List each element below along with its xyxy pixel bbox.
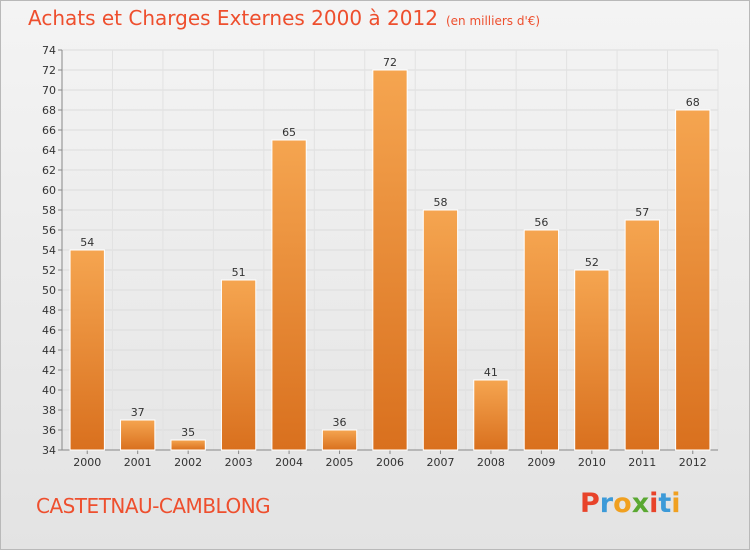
logo-letter: i: [649, 488, 659, 519]
x-tick-label: 2005: [326, 456, 354, 469]
value-label: 41: [484, 366, 498, 379]
logo-letter: P: [580, 488, 600, 519]
x-tick-label: 2002: [174, 456, 202, 469]
bar: [372, 69, 408, 451]
x-tick-label: 2004: [275, 456, 303, 469]
value-label: 68: [686, 96, 700, 109]
x-tick-label: 2012: [679, 456, 707, 469]
y-tick-label: 42: [42, 364, 56, 377]
bar: [675, 109, 711, 451]
bar: [170, 439, 206, 451]
x-tick-label: 2003: [225, 456, 253, 469]
x-tick-label: 2001: [124, 456, 152, 469]
bar: [69, 249, 105, 451]
x-tick-label: 2006: [376, 456, 404, 469]
y-tick-label: 74: [42, 44, 56, 57]
bar: [523, 229, 560, 451]
x-tick-label: 2009: [527, 456, 555, 469]
y-tick-label: 36: [42, 424, 56, 437]
chart-title-text: Achats et Charges Externes 2000 à 2012: [28, 6, 438, 30]
bar: [574, 269, 610, 451]
logo-letter: x: [631, 488, 650, 519]
value-label: 56: [534, 216, 548, 229]
y-tick-label: 72: [42, 64, 56, 77]
value-label: 54: [80, 236, 94, 249]
town-name: CASTETNAU-CAMBLONG: [36, 494, 271, 518]
y-tick-label: 56: [42, 224, 56, 237]
y-tick-label: 44: [42, 344, 56, 357]
bars: [69, 69, 711, 451]
labels: 54 37 35 51 65 36 72 58 41 56 52 57 68: [80, 56, 700, 439]
value-label: 36: [333, 416, 347, 429]
y-tick-label: 48: [42, 304, 56, 317]
y-tick-label: 40: [42, 384, 56, 397]
y-tick-label: 66: [42, 124, 56, 137]
x-tick-label: 2011: [628, 456, 656, 469]
value-label: 57: [635, 206, 649, 219]
bar: [271, 139, 307, 451]
value-label: 52: [585, 256, 599, 269]
chart-subtitle: (en milliers d'€): [445, 14, 541, 28]
chart-title: Achats et Charges Externes 2000 à 2012 (e…: [28, 6, 540, 30]
value-label: 51: [232, 266, 246, 279]
x-tick-label: 2000: [73, 456, 101, 469]
y-tick-label: 52: [42, 264, 56, 277]
y-tick-label: 60: [42, 184, 56, 197]
y-tick-label: 64: [42, 144, 56, 157]
bar: [473, 379, 509, 451]
logo-letter: o: [613, 488, 632, 519]
x-tick-label: 2010: [578, 456, 606, 469]
bar: [422, 209, 459, 451]
value-label: 72: [383, 56, 397, 69]
y-tick-label: 68: [42, 104, 56, 117]
bar: [220, 279, 257, 451]
x-tick-label: 2008: [477, 456, 505, 469]
y-tick-label: 58: [42, 204, 56, 217]
logo-letter: r: [599, 488, 614, 519]
value-label: 37: [131, 406, 145, 419]
y-tick-label: 50: [42, 284, 56, 297]
y-tick-label: 70: [42, 84, 56, 97]
bar: [120, 419, 156, 451]
value-label: 58: [433, 196, 447, 209]
bar: [321, 429, 358, 451]
value-label: 35: [181, 426, 195, 439]
axes: 34 36 38 40 42 44 46 48 50 52 54 56 58 60 62 64 66 68 70 72…: [42, 44, 718, 469]
y-tick-label: 38: [42, 404, 56, 417]
logo-letter: t: [658, 488, 672, 519]
y-tick-label: 34: [42, 444, 56, 457]
proxiti-logo: Proxiti: [580, 488, 681, 519]
x-tick-label: 2007: [426, 456, 454, 469]
y-tick-label: 62: [42, 164, 56, 177]
y-tick-label: 46: [42, 324, 56, 337]
value-label: 65: [282, 126, 296, 139]
y-tick-label: 54: [42, 244, 56, 257]
logo-letter: i: [671, 488, 681, 519]
bar: [624, 219, 660, 451]
